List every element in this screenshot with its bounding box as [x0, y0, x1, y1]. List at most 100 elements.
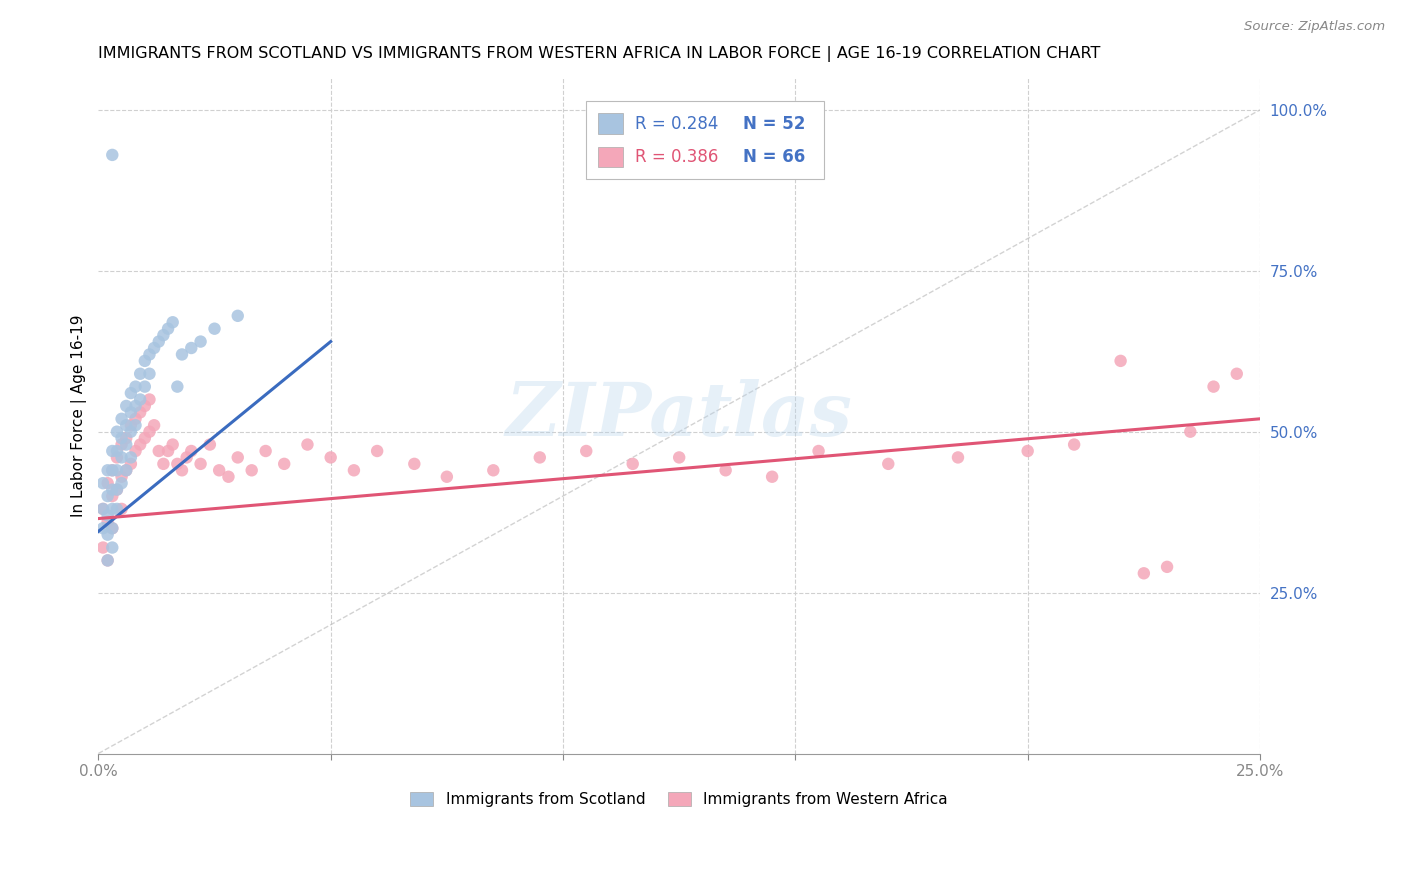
Text: N = 66: N = 66 [742, 148, 806, 166]
Point [129, 367, 152, 381]
Point [124, 418, 146, 433]
Point [1202, 379, 1225, 393]
Point [226, 309, 249, 323]
Point [115, 399, 138, 413]
FancyBboxPatch shape [586, 102, 824, 179]
Point [946, 450, 969, 465]
Point [217, 469, 239, 483]
Point [190, 334, 212, 349]
Point [97, 553, 120, 567]
Point [105, 483, 128, 497]
Point [91, 541, 114, 555]
Point [1017, 444, 1039, 458]
Point [138, 367, 160, 381]
Point [436, 469, 458, 483]
Point [91, 502, 114, 516]
Point [91, 521, 114, 535]
Text: ZIPatlas: ZIPatlas [506, 379, 852, 452]
Point [157, 321, 180, 335]
Point [621, 457, 644, 471]
Point [134, 399, 156, 413]
Point [226, 450, 249, 465]
Point [97, 553, 120, 567]
Point [138, 347, 160, 361]
Point [204, 321, 226, 335]
Point [1133, 566, 1156, 581]
Point [319, 450, 342, 465]
Point [198, 437, 221, 451]
Point [101, 444, 124, 458]
Point [162, 437, 184, 451]
Point [152, 328, 174, 343]
Point [115, 463, 138, 477]
Point [1226, 367, 1249, 381]
Point [91, 476, 114, 491]
Point [254, 444, 277, 458]
Point [115, 431, 138, 445]
Point [101, 148, 124, 162]
Point [761, 469, 783, 483]
Point [105, 483, 128, 497]
Point [157, 444, 180, 458]
Point [190, 457, 212, 471]
Point [138, 392, 160, 407]
Point [129, 405, 152, 419]
Text: Source: ZipAtlas.com: Source: ZipAtlas.com [1244, 20, 1385, 33]
Point [180, 444, 202, 458]
Point [124, 412, 146, 426]
Point [162, 315, 184, 329]
Point [105, 450, 128, 465]
Point [166, 379, 188, 393]
Point [115, 418, 138, 433]
Point [176, 450, 198, 465]
Point [134, 431, 156, 445]
Point [529, 450, 551, 465]
Point [366, 444, 388, 458]
Point [143, 418, 166, 433]
Point [134, 354, 156, 368]
Point [101, 483, 124, 497]
Point [124, 379, 146, 393]
Point [166, 457, 188, 471]
Point [170, 347, 193, 361]
Point [115, 437, 138, 451]
Point [120, 425, 142, 439]
Point [110, 431, 132, 445]
Point [1063, 437, 1085, 451]
Point [1109, 354, 1132, 368]
Point [1156, 559, 1178, 574]
Point [101, 489, 124, 503]
Point [110, 437, 132, 451]
Point [148, 444, 170, 458]
Point [120, 386, 142, 401]
Point [404, 457, 426, 471]
Point [110, 502, 132, 516]
Point [110, 412, 132, 426]
Point [120, 457, 142, 471]
Point [105, 502, 128, 516]
Text: R = 0.386: R = 0.386 [636, 148, 718, 166]
Point [148, 334, 170, 349]
Point [668, 450, 690, 465]
Bar [598, 146, 623, 167]
Point [208, 463, 231, 477]
Point [110, 450, 132, 465]
Point [110, 469, 132, 483]
Point [129, 392, 152, 407]
Text: R = 0.284: R = 0.284 [636, 115, 718, 133]
Point [1180, 425, 1202, 439]
Point [91, 502, 114, 516]
Point [97, 476, 120, 491]
Point [101, 541, 124, 555]
Point [97, 527, 120, 541]
Point [101, 502, 124, 516]
Point [180, 341, 202, 355]
Point [105, 463, 128, 477]
Point [97, 463, 120, 477]
Point [110, 476, 132, 491]
Point [143, 341, 166, 355]
Point [101, 521, 124, 535]
Point [120, 418, 142, 433]
Point [105, 425, 128, 439]
Point [105, 444, 128, 458]
